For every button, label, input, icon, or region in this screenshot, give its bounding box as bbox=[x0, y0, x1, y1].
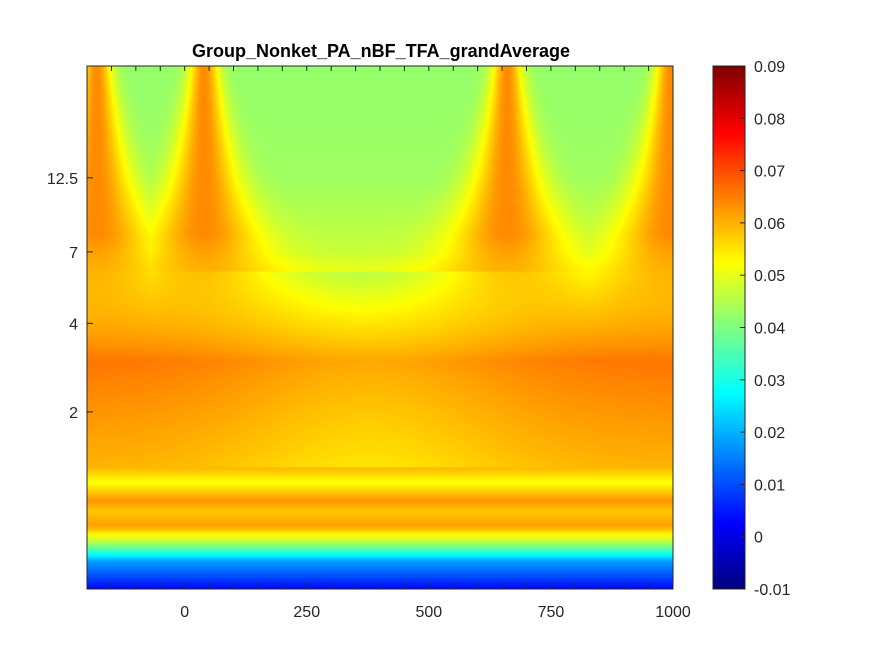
heatmap-axes: 0 250 500 750 1000 12.5 7 4 2 bbox=[47, 65, 691, 621]
colorbar-tick-label: 0.02 bbox=[754, 425, 785, 442]
x-axis: 0 250 500 750 1000 bbox=[86, 66, 691, 621]
colorbar-tick-label: 0.03 bbox=[754, 373, 785, 390]
colorbar-tick-label: -0.01 bbox=[754, 582, 791, 599]
y-tick-label: 7 bbox=[69, 245, 78, 262]
x-tick-label: 1000 bbox=[655, 604, 691, 621]
colorbar-tick-label: 0.07 bbox=[754, 164, 785, 181]
colorbar-tick-label: 0.09 bbox=[754, 59, 785, 76]
colorbar-ticks: 0.09 0.08 0.07 0.06 0.05 0.04 0.03 0.02 0.01 0 -0.… bbox=[740, 59, 791, 599]
colorbar-gradient bbox=[713, 66, 745, 589]
y-tick-label: 12.5 bbox=[47, 171, 78, 188]
colorbar-tick-label: 0.05 bbox=[754, 268, 785, 285]
colorbar-tick-label: 0 bbox=[754, 530, 763, 547]
x-tick-label: 500 bbox=[415, 604, 442, 621]
colorbar: 0.09 0.08 0.07 0.06 0.05 0.04 0.03 0.02 0.01 0 -0.… bbox=[712, 59, 791, 599]
colorbar-tick-label: 0.04 bbox=[754, 321, 785, 338]
chart-title: Group_Nonket_PA_nBF_TFA_grandAverage bbox=[192, 41, 570, 61]
y-tick-label: 2 bbox=[69, 405, 78, 422]
x-tick-label: 0 bbox=[180, 604, 189, 621]
y-tick-label: 4 bbox=[69, 316, 78, 333]
x-tick-label: 250 bbox=[293, 604, 320, 621]
colorbar-tick-label: 0.01 bbox=[754, 477, 785, 494]
colorbar-tick-label: 0.06 bbox=[754, 216, 785, 233]
x-tick-label: 750 bbox=[538, 604, 565, 621]
y-axis: 12.5 7 4 2 bbox=[47, 171, 93, 422]
heatmap-image bbox=[87, 66, 673, 589]
colorbar-tick-label: 0.08 bbox=[754, 111, 785, 128]
